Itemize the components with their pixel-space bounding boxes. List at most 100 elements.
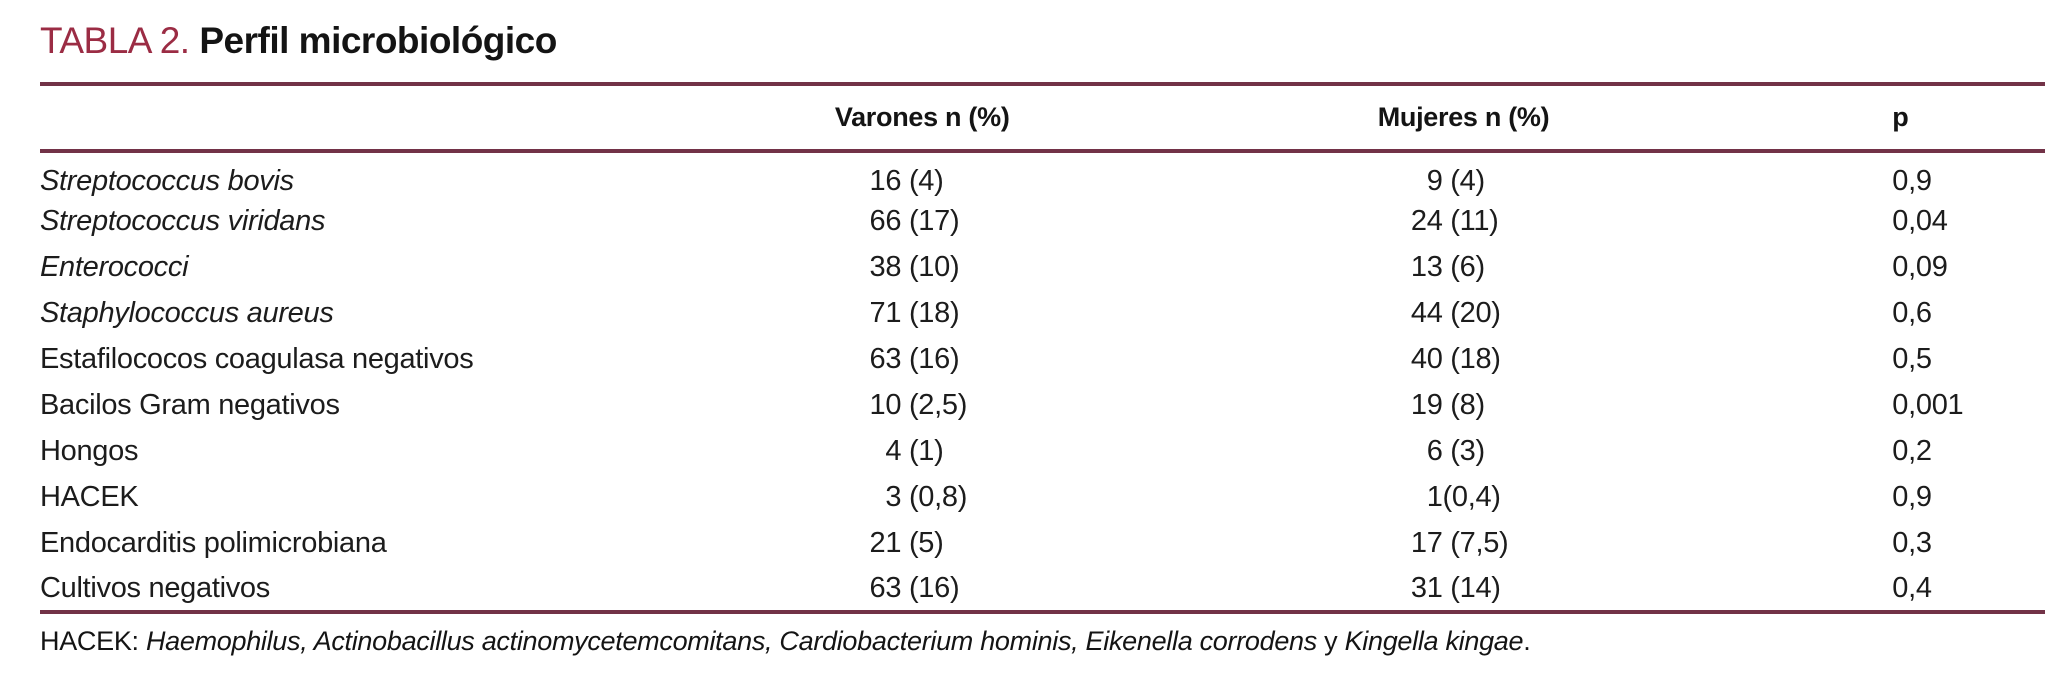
value-group: 19 (8) bbox=[1407, 389, 1521, 422]
value-pct: (4) bbox=[1442, 165, 1485, 197]
table-number: TABLA 2. bbox=[40, 20, 200, 61]
value-n: 19 bbox=[1410, 388, 1443, 421]
value-group: 3 (0,8) bbox=[865, 481, 979, 514]
value-group: 71 (18) bbox=[865, 297, 979, 330]
value-n: 38 bbox=[869, 250, 902, 283]
table-row: Streptococcus viridans 66 (17) 24 (11) 0… bbox=[40, 198, 2045, 244]
mujeres-value: 1 (0,4) bbox=[1163, 474, 1765, 520]
p-value: 0,001 bbox=[1892, 388, 1964, 421]
value-n: 6 bbox=[1426, 434, 1443, 467]
value-pct: (0,4) bbox=[1442, 480, 1501, 513]
p-value: 0,04 bbox=[1892, 204, 1948, 237]
varones-value: 21 (5) bbox=[682, 520, 1163, 566]
value-group: 21 (5) bbox=[865, 527, 979, 560]
table-row: Cultivos negativos 63 (16) 31 (14) 0,4 bbox=[40, 566, 2045, 612]
mujeres-value: 31 (14) bbox=[1163, 566, 1765, 612]
table-row: HACEK 3 (0,8) 1 (0,4) 0,9 bbox=[40, 474, 2045, 520]
organism-label: Bacilos Gram negativos bbox=[40, 388, 340, 421]
paper-table-figure: TABLA 2. Perfil microbiológico Varones n… bbox=[40, 18, 2045, 656]
footnote-period: . bbox=[1523, 626, 1531, 656]
varones-value: 16 (4) bbox=[682, 151, 1163, 198]
value-n: 21 bbox=[869, 526, 902, 559]
mujeres-value: 9 (4) bbox=[1163, 151, 1765, 198]
value-n: 40 bbox=[1410, 342, 1443, 375]
value-n: 24 bbox=[1410, 204, 1443, 237]
value-group: 10 (2,5) bbox=[865, 389, 979, 422]
p-value: 0,4 bbox=[1892, 571, 1932, 604]
organism-label: HACEK bbox=[40, 480, 139, 513]
value-group: 63 (16) bbox=[865, 343, 979, 376]
p-value: 0,2 bbox=[1892, 434, 1932, 467]
header-p: p bbox=[1764, 84, 2045, 153]
value-pct: (3) bbox=[1442, 434, 1485, 467]
footnote-organisms: Haemophilus, Actinobacillus actinomycete… bbox=[145, 626, 1317, 656]
varones-value: 3 (0,8) bbox=[682, 474, 1163, 520]
value-n: 66 bbox=[869, 204, 902, 237]
mujeres-value: 17 (7,5) bbox=[1163, 520, 1765, 566]
table-row: Endocarditis polimicrobiana 21 (5) 17 (7… bbox=[40, 520, 2045, 566]
value-n: 71 bbox=[869, 296, 902, 329]
value-n: 9 bbox=[1426, 165, 1443, 197]
value-n: 10 bbox=[869, 388, 902, 421]
value-group: 6 (3) bbox=[1407, 435, 1521, 468]
organism-label: Streptococcus bovis bbox=[40, 165, 294, 197]
table-body: Streptococcus bovis 16 (4) 9 (4) 0,9 Str… bbox=[40, 151, 2045, 612]
value-group: 63 (16) bbox=[865, 572, 979, 605]
value-pct: (10) bbox=[901, 250, 960, 283]
value-n: 3 bbox=[885, 480, 902, 513]
value-group: 66 (17) bbox=[865, 205, 979, 238]
varones-value: 10 (2,5) bbox=[682, 382, 1163, 428]
value-pct: (16) bbox=[901, 571, 960, 604]
organism-label: Endocarditis polimicrobiana bbox=[40, 526, 387, 559]
microbiology-table: Varones n (%) Mujeres n (%) p Streptococ… bbox=[40, 82, 2045, 614]
organism-label: Hongos bbox=[40, 434, 139, 467]
header-mujeres: Mujeres n (%) bbox=[1162, 84, 1765, 153]
value-group: 16 (4) bbox=[865, 165, 979, 198]
value-pct: (18) bbox=[1442, 342, 1501, 375]
value-n: 31 bbox=[1410, 571, 1443, 604]
header-varones: Varones n (%) bbox=[681, 84, 1163, 153]
organism-label: Enterococci bbox=[40, 250, 189, 283]
varones-value: 4 (1) bbox=[682, 428, 1163, 474]
value-pct: (11) bbox=[1442, 204, 1499, 237]
table-caption: Perfil microbiológico bbox=[199, 20, 557, 61]
table-row: Estafilococos coagulasa negativos 63 (16… bbox=[40, 336, 2045, 382]
varones-value: 66 (17) bbox=[682, 198, 1163, 244]
table-header: Varones n (%) Mujeres n (%) p bbox=[40, 84, 2045, 153]
header-organism bbox=[40, 84, 682, 153]
value-pct: (0,8) bbox=[901, 480, 968, 513]
organism-label: Streptococcus viridans bbox=[40, 204, 326, 237]
value-n: 44 bbox=[1410, 296, 1443, 329]
table-row: Enterococci 38 (10) 13 (6) 0,09 bbox=[40, 244, 2045, 290]
p-value: 0,6 bbox=[1892, 296, 1932, 329]
value-pct: (6) bbox=[1442, 250, 1485, 283]
organism-label: Cultivos negativos bbox=[40, 571, 270, 604]
mujeres-value: 13 (6) bbox=[1163, 244, 1765, 290]
mujeres-value: 6 (3) bbox=[1163, 428, 1765, 474]
value-n: 1 bbox=[1426, 480, 1443, 513]
value-n: 4 bbox=[885, 434, 902, 467]
varones-value: 63 (16) bbox=[682, 336, 1163, 382]
value-group: 40 (18) bbox=[1407, 343, 1521, 376]
table-row: Bacilos Gram negativos 10 (2,5) 19 (8) 0… bbox=[40, 382, 2045, 428]
footnote-organism-last: Kingella kingae bbox=[1344, 626, 1524, 656]
value-group: 1 (0,4) bbox=[1407, 481, 1521, 514]
value-group: 9 (4) bbox=[1407, 165, 1521, 198]
value-group: 13 (6) bbox=[1407, 251, 1521, 284]
value-pct: (16) bbox=[901, 342, 960, 375]
p-value: 0,3 bbox=[1892, 526, 1932, 559]
value-pct: (8) bbox=[1442, 388, 1485, 421]
value-n: 13 bbox=[1410, 250, 1443, 283]
mujeres-value: 24 (11) bbox=[1163, 198, 1765, 244]
table-row: Streptococcus bovis 16 (4) 9 (4) 0,9 bbox=[40, 151, 2045, 198]
header-row: Varones n (%) Mujeres n (%) p bbox=[40, 84, 2045, 153]
value-group: 44 (20) bbox=[1407, 297, 1521, 330]
value-n: 16 bbox=[869, 165, 902, 197]
value-group: 4 (1) bbox=[865, 435, 979, 468]
value-pct: (2,5) bbox=[901, 388, 968, 421]
value-group: 38 (10) bbox=[865, 251, 979, 284]
table-row: Staphylococcus aureus 71 (18) 44 (20) 0,… bbox=[40, 290, 2045, 336]
table-title: TABLA 2. Perfil microbiológico bbox=[40, 18, 2045, 64]
value-n: 17 bbox=[1410, 526, 1443, 559]
varones-value: 38 (10) bbox=[682, 244, 1163, 290]
